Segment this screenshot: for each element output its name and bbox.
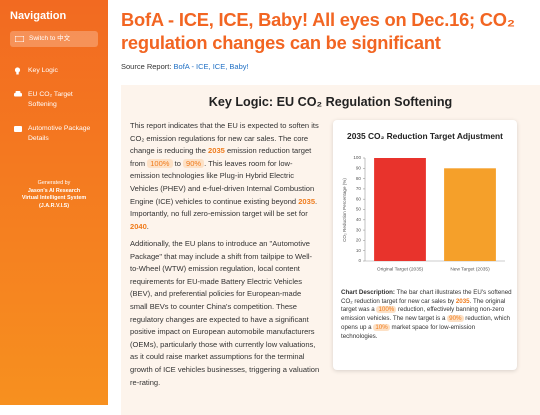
text: . [146,221,149,231]
highlight-year: 2035 [455,297,470,305]
text: The bar chart illustrates the EU's softe… [341,289,512,305]
footer-line: Virtual Intelligent System [21,195,87,202]
chart-caption: Chart Description: The bar chart illustr… [341,289,513,341]
source-label: Source Report: [121,62,172,71]
text: This report indicates that the EU is exp… [130,121,319,156]
chart-title: 2035 CO₂ Reduction Target Adjustment [347,131,503,141]
y-tick-label: 80 [356,176,362,181]
y-tick-label: 90 [356,166,362,171]
y-tick-label: 0 [358,258,361,263]
highlight-percent: 10% [373,323,390,331]
nav-label: Key Logic [28,67,58,74]
text: reduction, which opens up a [341,315,510,331]
highlight-percent: 90% [183,158,205,168]
text: emission reduction target from [130,146,312,168]
language-switch[interactable]: Switch to 中文 [10,31,98,47]
footer-line: Generated by [37,180,71,186]
page-title: BofA - ICE, ICE, Baby! All eyes on Dec.1… [121,9,515,53]
y-tick-label: 100 [353,155,361,160]
paragraph: Additionally, the EU plans to introduce … [130,238,320,389]
footer-line: Jason's AI Research [27,187,81,194]
section-title: Key Logic: EU CO₂ Regulation Softening [208,95,453,109]
y-tick-label: 20 [356,238,362,243]
text: . This leaves room for low-emission tech… [130,158,315,206]
y-tick-label: 40 [356,217,362,222]
bulb-icon [14,67,21,75]
sidebar: Navigation Switch to 中文 Key Logic EU CO₂… [0,0,108,405]
caption-label: Chart Description: [341,289,395,296]
footer-line: (J.A.R.V.I.S) [38,202,70,209]
text: . The original target was a [341,297,506,314]
y-tick-label: 70 [356,186,362,191]
source-link[interactable]: BofA - ICE, ICE, Baby! [173,62,249,71]
highlight-percent: 100% [376,306,397,314]
bar [444,168,496,261]
paragraph: This report indicates that the EU is exp… [130,120,320,233]
package-icon [14,126,22,132]
nav-item[interactable]: EU CO₂ Target Softening [14,90,102,110]
highlight-percent: 100% [147,158,173,168]
y-tick-label: 50 [356,207,362,212]
source: Source Report: BofA - ICE, ICE, Baby! [121,62,249,71]
nav-item[interactable]: Automotive Package Details [14,124,102,144]
nav-title: Navigation [10,10,67,22]
nav-label: EU CO₂ Target Softening [28,91,73,108]
car-icon [14,91,22,97]
highlight-year: 2035 [298,196,316,206]
text: . Importantly, no full zero-emission tar… [130,196,318,219]
sidebar-footer: Generated by Jason's AI Research Virtual… [0,180,108,210]
x-tick-label: Original Target (2035) [377,266,424,272]
text: Additionally, the EU plans to introduce … [130,239,320,387]
bar [374,158,426,261]
y-tick-label: 60 [356,196,362,201]
chart: 2035 CO₂ Reduction Target Adjustment CO₂… [342,131,505,272]
text: market space for low-emission technologi… [341,323,476,340]
nav-label: Automotive Package Details [28,125,91,142]
y-tick-label: 30 [356,227,362,232]
y-tick-label: 10 [356,248,362,253]
x-tick-label: New Target (2035) [450,266,490,272]
y-axis-label: CO₂ Reduction Percentage (%) [342,178,347,242]
text: reduction, effectively banning non-zero … [341,306,505,323]
switch-icon [15,36,24,42]
nav-item[interactable]: Key Logic [14,66,102,76]
highlight-percent: 90% [447,315,464,323]
text: to [172,158,184,168]
highlight-year: 2040 [130,221,147,231]
switch-label: Switch to 中文 [29,35,71,42]
highlight-year: 2035 [208,146,225,156]
